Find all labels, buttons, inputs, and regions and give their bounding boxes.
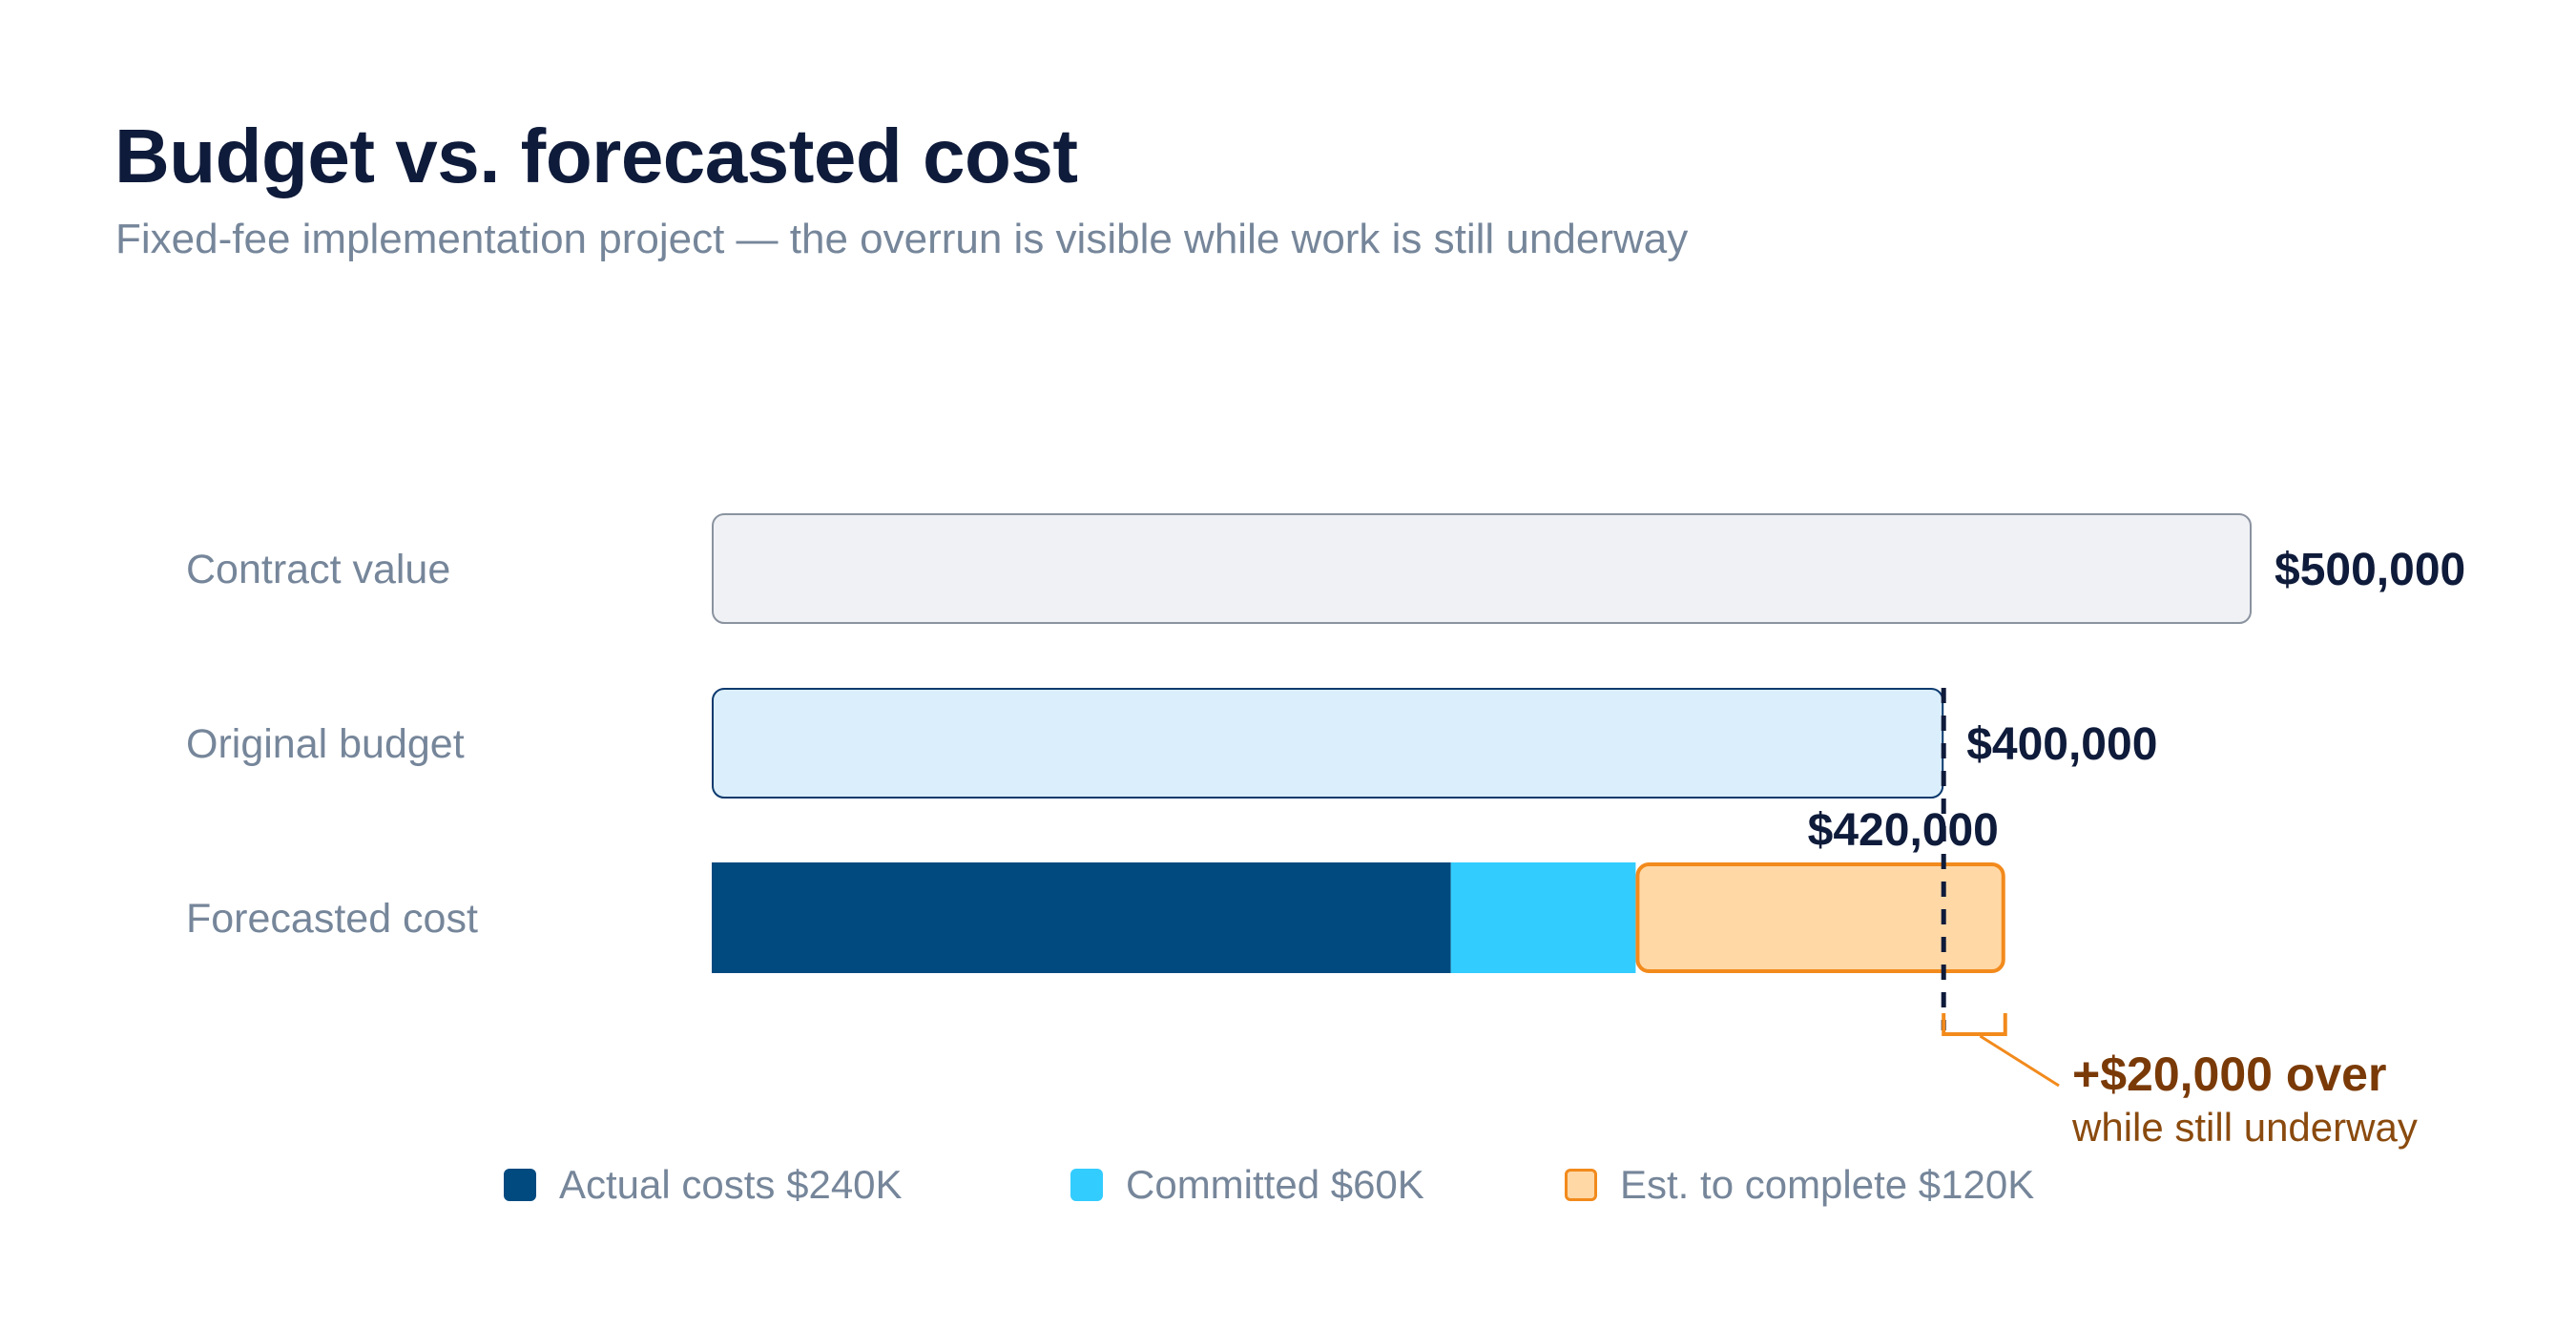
legend-swatch-est-to-complete bbox=[1565, 1169, 1597, 1201]
overrun-annotation: +$20,000 over bbox=[2072, 1048, 2386, 1101]
row-label-contract-value: Contract value bbox=[186, 547, 450, 592]
chart-title: Budget vs. forecasted cost bbox=[114, 114, 1078, 198]
legend-swatch-committed bbox=[1070, 1169, 1103, 1201]
legend-label-actual: Actual costs $240K bbox=[559, 1162, 903, 1207]
legend-item-est-to-complete: Est. to complete $120K bbox=[1565, 1162, 2034, 1208]
legend-label-est-to-complete: Est. to complete $120K bbox=[1620, 1162, 2035, 1207]
bar-original-budget bbox=[712, 688, 1944, 799]
value-label-forecasted-cost: $420,000 bbox=[1808, 805, 1999, 856]
chart-subtitle: Fixed-fee implementation project — the o… bbox=[115, 216, 1689, 262]
bar-segment-committed bbox=[1450, 862, 1636, 973]
value-label-original-budget: $400,000 bbox=[1966, 719, 2157, 770]
legend-label-committed: Committed $60K bbox=[1126, 1162, 1424, 1207]
overrun-leader-line bbox=[1979, 1034, 2060, 1088]
overrun-bracket bbox=[1942, 1013, 2007, 1036]
bar-segment-est-to-complete bbox=[1635, 862, 2005, 973]
legend-item-actual: Actual costs $240K bbox=[504, 1162, 903, 1208]
row-label-forecasted-cost: Forecasted cost bbox=[186, 896, 478, 942]
bar-segment-actual-costs bbox=[712, 862, 1451, 973]
row-label-original-budget: Original budget bbox=[186, 721, 465, 767]
legend-swatch-actual bbox=[504, 1169, 536, 1201]
legend-item-committed: Committed $60K bbox=[1070, 1162, 1424, 1208]
bar-contract-value bbox=[712, 513, 2252, 624]
legend: Actual costs $240K Committed $60K Est. t… bbox=[0, 1162, 2576, 1219]
value-label-contract-value: $500,000 bbox=[2275, 545, 2465, 595]
overrun-annotation-subtext: while still underway bbox=[2071, 1105, 2418, 1150]
